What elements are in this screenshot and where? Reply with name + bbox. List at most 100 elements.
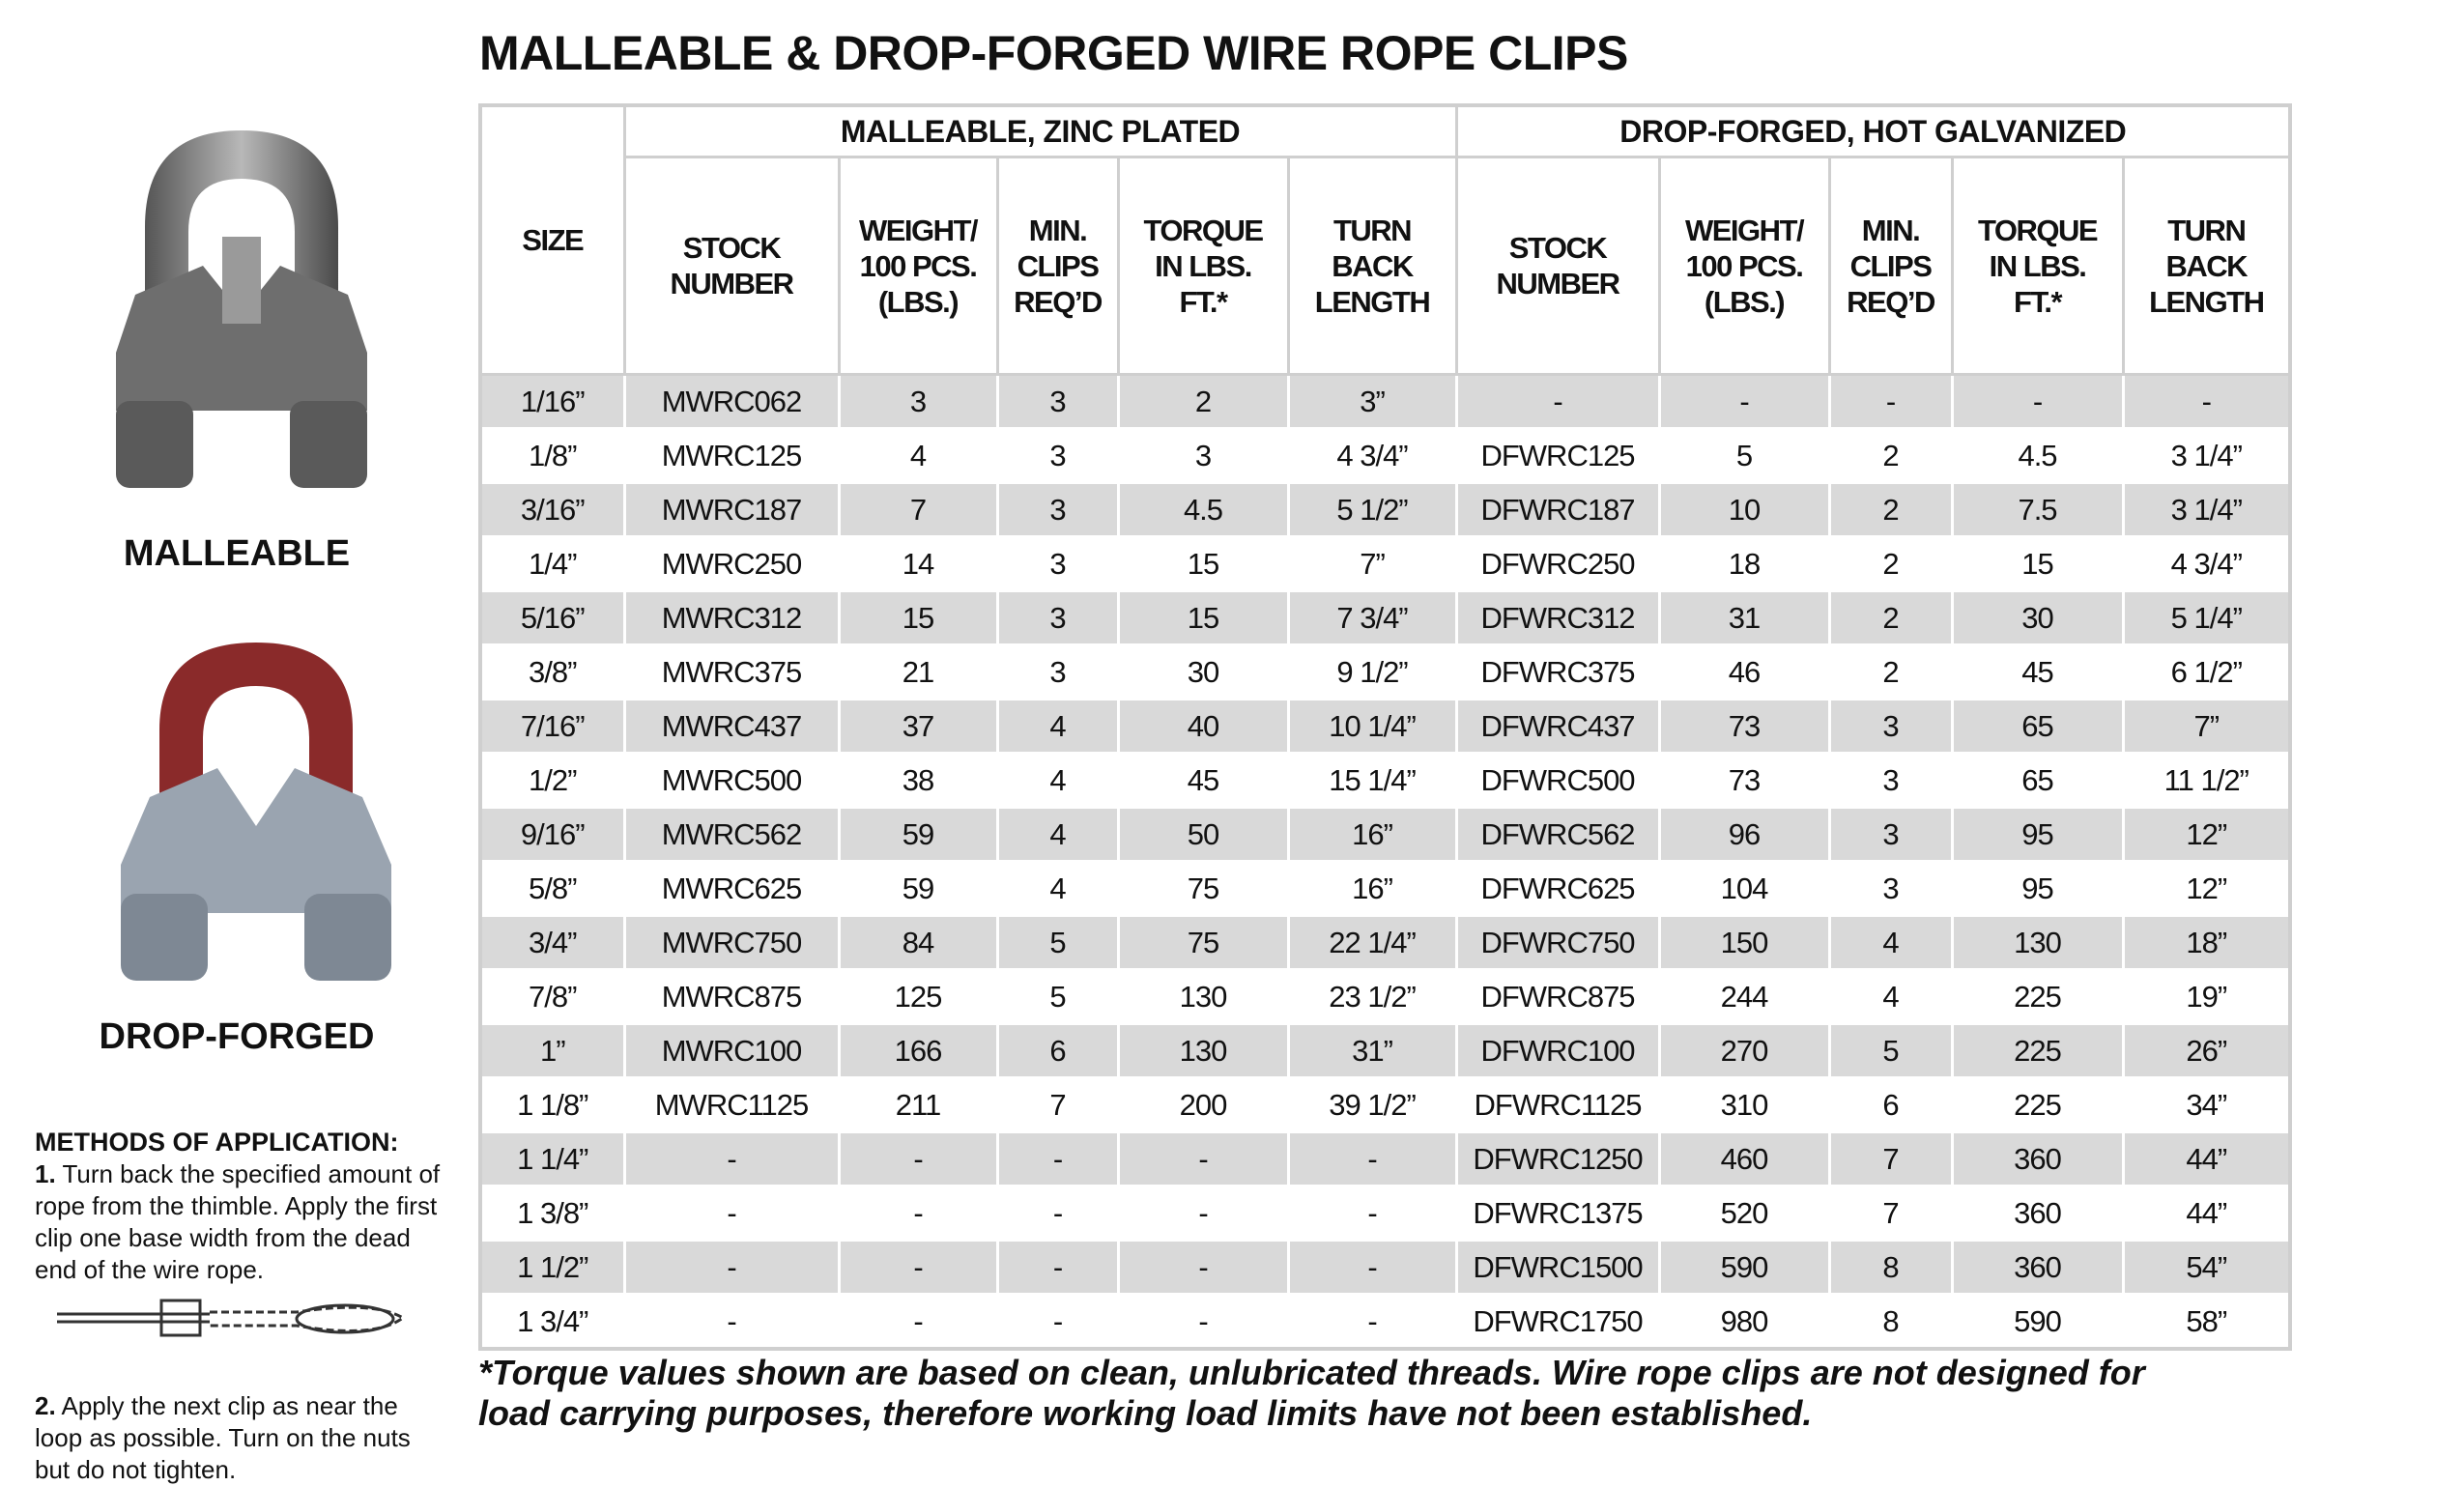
table-cell: 590	[1950, 1293, 2125, 1351]
table-cell: DFWRC375	[1454, 643, 1661, 700]
step-number: 1.	[35, 1159, 56, 1188]
table-cell: 15	[1116, 535, 1290, 592]
table-cell: -	[1286, 1293, 1458, 1351]
table-cell: 4 3/4”	[2121, 535, 2292, 592]
table-cell: DFWRC312	[1454, 589, 1661, 646]
table-cell: 5/8”	[478, 860, 626, 917]
table-cell: 9 1/2”	[1286, 643, 1458, 700]
table-cell: 3	[995, 481, 1120, 538]
header-line: BACK	[2165, 248, 2249, 283]
table-cell: 6	[1827, 1076, 1954, 1133]
header-line: NUMBER	[670, 267, 794, 300]
table-cell: MWRC875	[622, 968, 841, 1025]
table-cell: DFWRC437	[1454, 698, 1661, 755]
table-cell: 59	[837, 860, 999, 917]
table-cell: 22 1/4”	[1286, 914, 1458, 971]
header-line: STOCK	[1508, 231, 1608, 265]
table-cell: 15	[837, 589, 999, 646]
data-table: SIZE MALLEABLE, ZINC PLATED DROP-FORGED, H…	[478, 103, 2293, 1351]
table-cell: 4.5	[1950, 427, 2125, 484]
table-cell: 21	[837, 643, 999, 700]
table-cell: 39 1/2”	[1286, 1076, 1458, 1133]
table-cell: 2	[1827, 643, 1954, 700]
header-line: IN LBS.	[1989, 248, 2087, 283]
header-line: CLIPS	[1849, 248, 1933, 283]
table-cell: 360	[1950, 1185, 2125, 1242]
table-cell: 3/16”	[478, 481, 626, 538]
header-line: LENGTH	[2149, 284, 2265, 319]
table-cell: 130	[1950, 914, 2125, 971]
table-cell: DFWRC1500	[1454, 1239, 1661, 1296]
table-row: 9/16” MWRC562 59 4 50 16” DFWRC562 96 3 95 12”	[478, 806, 2292, 863]
table-cell: 6 1/2”	[2121, 643, 2292, 700]
header-line: BACK	[1332, 248, 1414, 283]
table-cell: 45	[1950, 643, 2125, 700]
table-cell: 3	[1827, 806, 1954, 863]
table-cell: 37	[837, 698, 999, 755]
table-cell: 3	[995, 643, 1120, 700]
table-cell: 130	[1116, 1022, 1290, 1079]
table-cell: MWRC187	[622, 481, 841, 538]
header-line: (LBS.)	[1704, 284, 1786, 319]
table-cell: 310	[1657, 1076, 1831, 1133]
table-row: 1 3/4” - - - - - DFWRC1750 980 8 590 58”	[478, 1293, 2292, 1351]
table-cell: 270	[1657, 1022, 1831, 1079]
table-cell: -	[837, 1239, 999, 1296]
table-cell: 8	[1827, 1239, 1954, 1296]
table-cell: 225	[1950, 1076, 2125, 1133]
title: MALLEABLE & DROP-FORGED WIRE ROPE CLIPS	[479, 26, 1628, 80]
table-cell: 1 3/8”	[478, 1185, 626, 1242]
table-cell: 2	[1827, 481, 1954, 538]
header-line: LENGTH	[1314, 284, 1431, 319]
table-cell: 65	[1950, 752, 2125, 809]
table-cell: 5 1/4”	[2121, 589, 2292, 646]
table-cell: -	[1116, 1185, 1290, 1242]
column-header: WEIGHT/100 PCS. (LBS.)	[837, 156, 999, 376]
table-cell: 15	[1950, 535, 2125, 592]
table-cell: 10 1/4”	[1286, 698, 1458, 755]
header-line: WEIGHT/	[858, 213, 979, 247]
table-cell: 4	[837, 427, 999, 484]
table-cell: 3	[995, 589, 1120, 646]
table-cell: 166	[837, 1022, 999, 1079]
table-cell: 10	[1657, 481, 1831, 538]
table-cell: 2	[1827, 589, 1954, 646]
table-cell: 16”	[1286, 806, 1458, 863]
table-cell: 4	[995, 806, 1120, 863]
table-cell: MWRC375	[622, 643, 841, 700]
step-text: Turn back the specified amount of rope f…	[35, 1159, 441, 1284]
product-label: DROP-FORGED	[99, 1016, 375, 1057]
table-cell: 4	[1827, 968, 1954, 1025]
table-cell: 3	[1827, 752, 1954, 809]
header-line: FT.*	[1179, 284, 1228, 319]
table-cell: DFWRC875	[1454, 968, 1661, 1025]
table-cell: 46	[1657, 643, 1831, 700]
table-cell: -	[837, 1293, 999, 1351]
table-cell: -	[622, 1185, 841, 1242]
table-cell: 7.5	[1950, 481, 2125, 538]
table-cell: 73	[1657, 698, 1831, 755]
table-row: 1 1/8” MWRC1125 211 7 200 39 1/2” DFWRC1125 310…	[478, 1076, 2292, 1133]
drop-forged-clip-image	[121, 643, 391, 981]
table-cell: 7	[837, 481, 999, 538]
column-header: TORQUE IN LBS. FT.*	[1116, 156, 1290, 376]
table-cell: MWRC250	[622, 535, 841, 592]
header-line: MIN.	[1028, 213, 1088, 247]
table-cell: -	[622, 1239, 841, 1296]
table-cell: 96	[1657, 806, 1831, 863]
table-cell: MWRC437	[622, 698, 841, 755]
table-cell: MWRC125	[622, 427, 841, 484]
table-cell: 12”	[2121, 860, 2292, 917]
header-line: 100 PCS.	[1685, 248, 1804, 283]
header-line: TORQUE	[1977, 213, 2099, 247]
header-line: NUMBER	[1496, 267, 1620, 300]
table-cell: 1 1/8”	[478, 1076, 626, 1133]
table-cell: 3”	[1286, 373, 1458, 430]
table-cell: 30	[1116, 643, 1290, 700]
table-cell: -	[995, 1185, 1120, 1242]
table-cell: DFWRC100	[1454, 1022, 1661, 1079]
table-cell: 200	[1116, 1076, 1290, 1133]
table-row: 7/8” MWRC875 125 5 130 23 1/2” DFWRC875 244 4 225…	[478, 968, 2292, 1025]
table-cell: -	[1657, 373, 1831, 430]
table-cell: 84	[837, 914, 999, 971]
